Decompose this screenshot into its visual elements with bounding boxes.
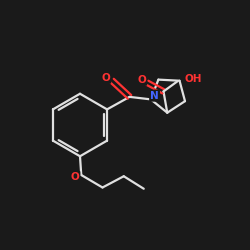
Text: O: O: [102, 72, 110, 83]
Text: OH: OH: [184, 74, 202, 84]
Text: O: O: [138, 75, 146, 85]
Text: O: O: [70, 172, 79, 182]
Text: N: N: [150, 90, 159, 101]
